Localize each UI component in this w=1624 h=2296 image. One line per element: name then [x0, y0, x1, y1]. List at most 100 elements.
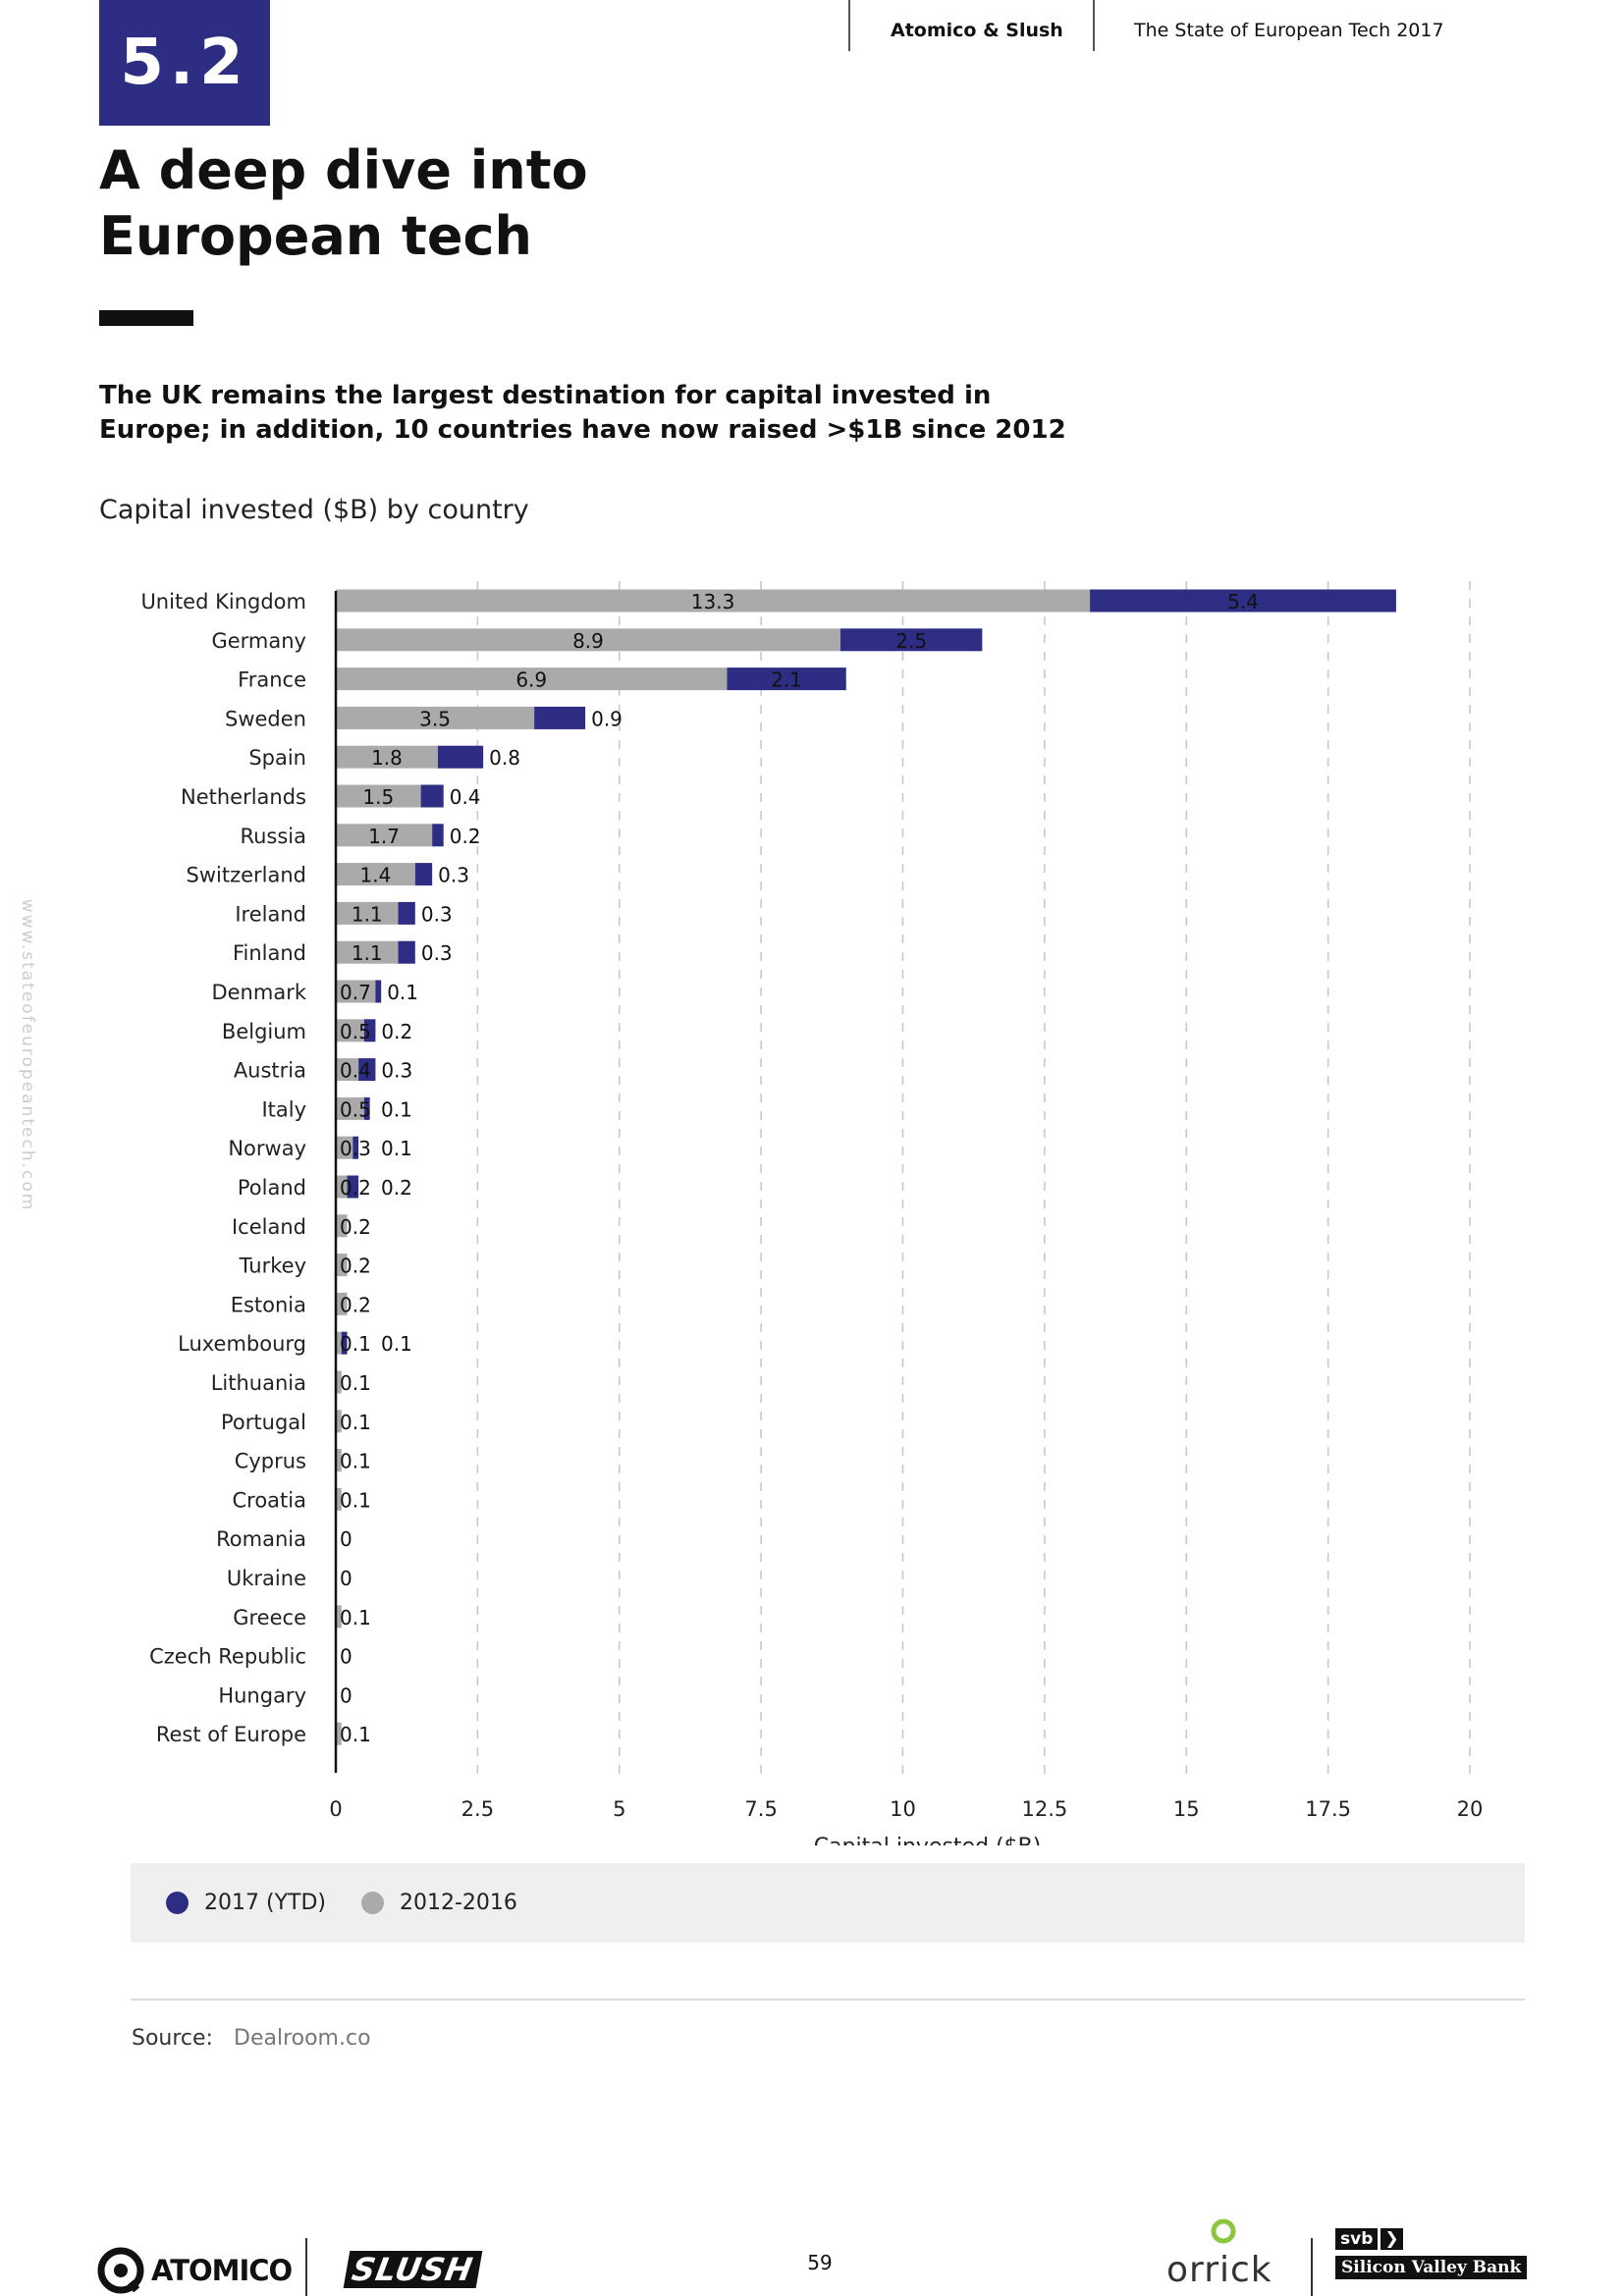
orrick-wordmark: orrick [1166, 2250, 1272, 2290]
legend-swatch-2012-2016 [361, 1892, 384, 1914]
bar-2012-2016 [336, 589, 1091, 613]
data-label-2017-ytd: 2.1 [771, 668, 802, 692]
category-label: Finland [233, 941, 306, 965]
svb-name: Silicon Valley Bank [1335, 2256, 1528, 2279]
data-label-2017-ytd: 5.4 [1227, 590, 1259, 614]
category-label: Croatia [233, 1488, 307, 1512]
bar-2017-ytd [341, 1331, 348, 1355]
category-label: Iceland [232, 1215, 306, 1239]
category-label: Switzerland [187, 864, 307, 887]
category-label: Lithuania [211, 1371, 306, 1395]
header-divider [848, 0, 850, 51]
category-label: Spain [248, 746, 306, 770]
data-label-2017-ytd: 0.8 [489, 746, 520, 770]
source-link[interactable]: Dealroom.co [234, 2026, 371, 2051]
data-label-2017-ytd: 0.3 [421, 941, 453, 965]
bar-2012-2016 [336, 667, 728, 691]
data-label-2012-2016: 0.2 [340, 1215, 371, 1239]
data-label-2017-ytd: 0.3 [421, 902, 453, 926]
data-label-2012-2016: 0 [340, 1527, 352, 1551]
data-label-2012-2016: 0.1 [340, 1488, 371, 1512]
orrick-icon [1211, 2218, 1236, 2244]
bar-2012-2016 [336, 824, 433, 847]
bar-2012-2016 [336, 1175, 348, 1199]
bar-2012-2016 [336, 940, 399, 964]
bar-2012-2016 [336, 1605, 342, 1629]
data-label-2012-2016: 1.8 [371, 746, 403, 770]
bar-2012-2016 [336, 1019, 364, 1042]
bar-2012-2016 [336, 1292, 348, 1315]
bar-2012-2016 [336, 1449, 342, 1472]
chart-legend: 2017 (YTD) 2012-2016 [131, 1863, 1525, 1943]
bar-2012-2016 [336, 980, 376, 1003]
data-label-2017-ytd: 0.2 [381, 1176, 412, 1200]
data-label-2012-2016: 0.1 [340, 1723, 371, 1746]
bar-2017-ytd [534, 706, 586, 729]
data-label-2012-2016: 3.5 [419, 707, 451, 730]
bar-2017-ytd [358, 1058, 376, 1082]
side-url[interactable]: www.stateofeuropeantech.com [18, 898, 37, 1212]
category-label: Netherlands [181, 785, 306, 809]
category-label: Italy [261, 1097, 306, 1121]
data-label-2017-ytd: 0.1 [381, 1097, 412, 1121]
bar-2012-2016 [336, 1410, 342, 1433]
x-tick-label: 12.5 [1021, 1797, 1067, 1821]
category-label: United Kingdom [140, 590, 306, 614]
category-label: Estonia [231, 1293, 306, 1316]
bar-2017-ytd [437, 745, 484, 769]
category-label: Sweden [225, 707, 306, 730]
data-label-2012-2016: 0.3 [340, 1137, 371, 1160]
header-brand: Atomico & Slush [891, 20, 1063, 41]
category-label: Germany [211, 629, 306, 653]
data-label-2017-ytd: 0.1 [387, 981, 418, 1004]
data-label-2012-2016: 0.2 [340, 1176, 371, 1200]
x-tick-label: 10 [890, 1797, 916, 1821]
header-divider [1093, 0, 1095, 51]
data-label-2012-2016: 8.9 [572, 629, 604, 653]
bar-2017-ytd [398, 901, 415, 925]
data-label-2017-ytd: 2.5 [895, 629, 927, 653]
data-label-2012-2016: 0.5 [340, 1020, 371, 1043]
data-label-2012-2016: 0 [340, 1645, 352, 1669]
bar-2017-ytd [839, 628, 983, 652]
category-label: Czech Republic [149, 1645, 306, 1669]
title-underline [99, 310, 193, 326]
data-label-2012-2016: 0.7 [340, 981, 371, 1004]
bar-chart: 0 2.5 5 7.5 10 12.5 15 17.5 20 United Kingdom 13.3… [140, 581, 1484, 1845]
bar-2017-ytd [1090, 589, 1396, 613]
bar-2017-ytd [352, 1136, 359, 1159]
category-label: Portugal [221, 1411, 306, 1434]
x-tick-label: 5 [613, 1797, 625, 1821]
atomico-icon [97, 2247, 144, 2294]
page-title: A deep dive into European tech [99, 137, 588, 269]
bar-2012-2016 [336, 1136, 353, 1159]
data-label-2012-2016: 0.1 [340, 1411, 371, 1434]
x-tick-label: 2.5 [461, 1797, 494, 1821]
data-label-2012-2016: 0.5 [340, 1097, 371, 1121]
category-label: France [238, 668, 306, 692]
footer-divider [1311, 2238, 1313, 2296]
slush-logo: SLUSH [343, 2251, 482, 2288]
page-number: 59 [807, 2251, 833, 2274]
bar-2017-ytd [420, 784, 444, 808]
bar-2012-2016 [336, 1058, 359, 1082]
atomico-logo: ATOMICO [96, 2246, 293, 2295]
data-label-2017-ytd: 0.3 [438, 864, 469, 887]
bar-2012-2016 [336, 1096, 364, 1120]
bar-2012-2016 [336, 628, 840, 652]
category-label: Russia [240, 825, 306, 848]
data-label-2012-2016: 0.4 [340, 1059, 371, 1083]
data-label-2017-ytd: 0.1 [381, 1137, 412, 1160]
legend-swatch-2017 [166, 1892, 189, 1914]
data-label-2017-ytd: 0.3 [381, 1059, 412, 1083]
category-label: Ukraine [227, 1567, 306, 1590]
data-label-2012-2016: 0.1 [340, 1450, 371, 1473]
bar-2012-2016 [336, 706, 535, 729]
x-tick-label: 20 [1457, 1797, 1484, 1821]
x-tick-label: 15 [1173, 1797, 1200, 1821]
data-label-2017-ytd: 0.2 [381, 1020, 412, 1043]
data-label-2012-2016: 0 [340, 1683, 352, 1707]
bar-2012-2016 [336, 863, 415, 886]
bar-2017-ytd [363, 1096, 370, 1120]
category-label: Turkey [239, 1255, 306, 1278]
